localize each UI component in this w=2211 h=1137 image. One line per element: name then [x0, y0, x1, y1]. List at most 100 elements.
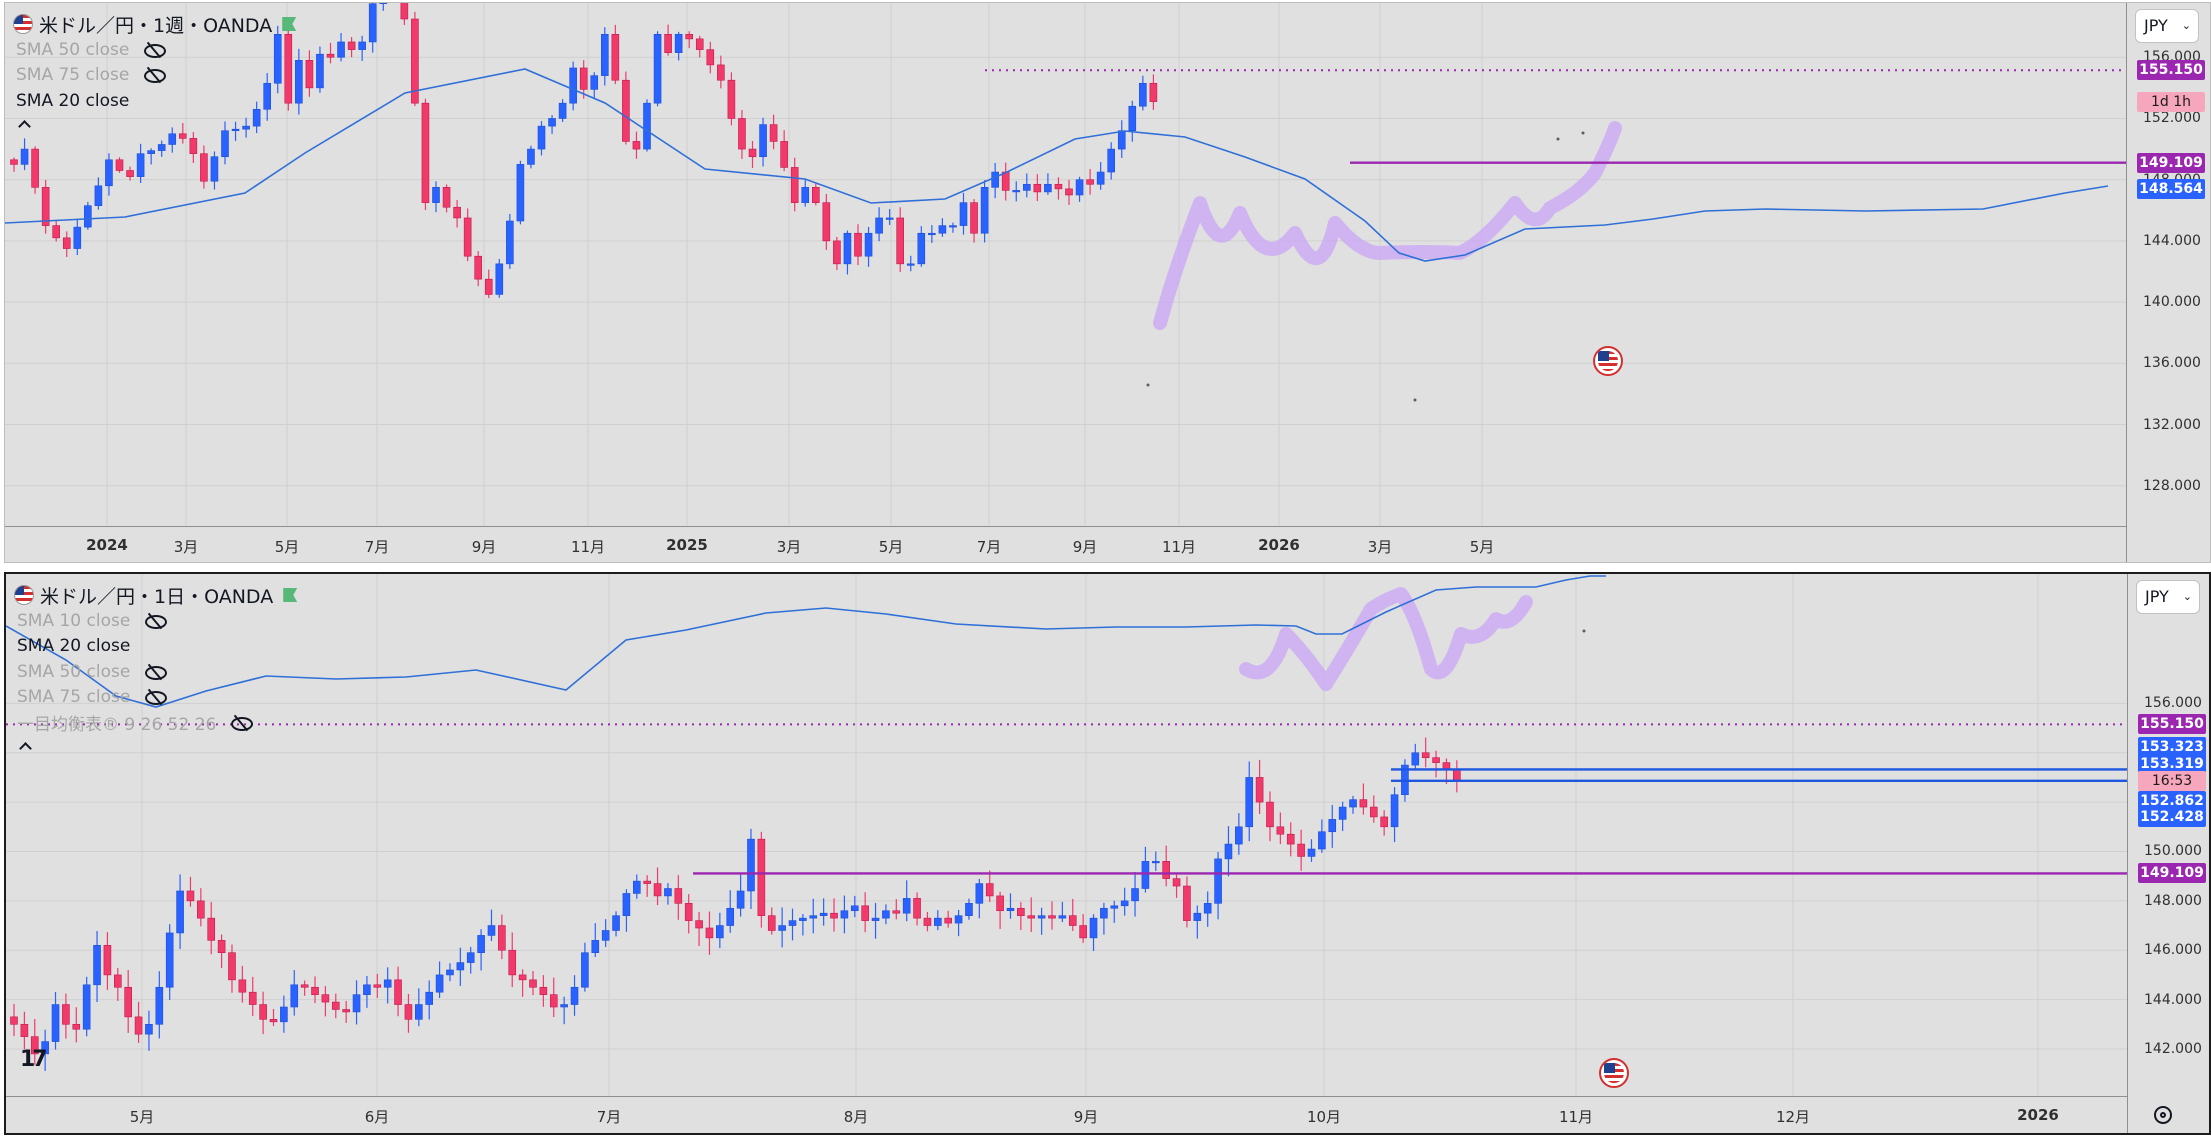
candle-body — [727, 79, 736, 119]
candle-body — [316, 53, 324, 89]
daily-time-axis[interactable]: 5月 6月 7月 8月 9月 10月 11月 12月 2026 — [6, 1096, 2172, 1133]
candle-body — [176, 890, 184, 934]
candle-body — [155, 986, 164, 1025]
candle-body — [934, 917, 942, 926]
eye-off-icon[interactable] — [143, 67, 167, 84]
candle-body — [664, 888, 672, 897]
indicator-sma20-weekly[interactable]: SMA 20 close — [13, 88, 296, 114]
indicator-sma75-weekly[interactable]: SMA 75 close — [13, 63, 296, 89]
candle-body — [73, 226, 82, 249]
indicator-sma50-daily[interactable]: SMA 50 close — [14, 659, 297, 685]
candle-body — [242, 125, 250, 130]
price-tick-label: 150.000 — [2144, 843, 2202, 860]
weekly-price-scale[interactable]: JPY ⌄ 156.000152.000148.000144.000140.00… — [2127, 3, 2210, 526]
weekly-time-axis[interactable]: 2024 3月 5月 7月 9月 11月 2025 3月 5月 7月 9月 11月 2026 3月 5月 — [5, 526, 2127, 562]
candle-body — [850, 905, 859, 912]
eye-off-icon[interactable] — [230, 715, 254, 731]
candle-body — [179, 133, 187, 139]
candle-body — [1107, 148, 1115, 173]
collapse-legend-icon[interactable] — [20, 740, 30, 750]
daily-chart-pane[interactable]: 米ドル／円・1日・OANDA SMA 10 close SMA 20 close… — [4, 572, 2211, 1135]
daily-title-text: 米ドル／円・1日・OANDA — [40, 585, 274, 608]
indicator-sma75-daily[interactable]: SMA 75 close — [14, 685, 297, 711]
tradingview-logo-icon[interactable]: 17 — [20, 1047, 48, 1072]
candle-body — [269, 1019, 278, 1023]
currency-button[interactable]: JPY ⌄ — [2135, 9, 2199, 43]
price-badge: 149.109 — [2137, 152, 2205, 173]
candle-body — [145, 1023, 153, 1035]
time-label: 11月 — [1558, 1108, 1594, 1126]
candle-body — [168, 133, 177, 145]
weekly-chart-pane[interactable]: 米ドル／円・1週・OANDA SMA 50 close SMA 75 close… — [4, 2, 2211, 563]
candle-body — [548, 118, 556, 127]
us-economic-event-icon[interactable] — [1599, 1058, 1629, 1088]
price-badge: 149.109 — [2138, 863, 2206, 884]
weekly-symbol-title[interactable]: 米ドル／円・1週・OANDA — [13, 11, 297, 37]
settings-gear-icon[interactable] — [2154, 1106, 2172, 1124]
indicator-label: SMA 75 close — [17, 687, 131, 708]
candle-body — [41, 1041, 49, 1055]
candle-body — [622, 893, 631, 916]
candle-body — [1432, 757, 1440, 763]
time-label: 7月 — [596, 1108, 622, 1126]
candle-body — [1224, 843, 1233, 860]
candle-body — [674, 34, 683, 53]
candle-body — [1001, 171, 1010, 191]
candle-body — [896, 217, 905, 265]
indicator-sma50-weekly[interactable]: SMA 50 close — [13, 37, 296, 63]
candle-body — [1286, 833, 1295, 845]
price-badge: 16:53 — [2138, 771, 2206, 792]
price-badge: 148.564 — [2137, 178, 2205, 199]
price-tick-label: 144.000 — [2144, 991, 2202, 1008]
time-label: 8月 — [843, 1108, 869, 1126]
candle-body — [622, 79, 630, 142]
candle-body — [1096, 171, 1105, 185]
marker-dot — [1582, 629, 1586, 633]
candle-body — [1172, 878, 1181, 887]
candle-body — [923, 917, 932, 926]
currency-label: JPY — [2144, 16, 2168, 35]
candle-body — [653, 883, 662, 897]
candle-body — [1086, 179, 1094, 185]
daily-price-scale[interactable]: JPY ⌄ 156.000154.000152.000150.000148.00… — [2128, 574, 2209, 1096]
candle-body — [1044, 183, 1052, 193]
daily-symbol-title[interactable]: 米ドル／円・1日・OANDA — [14, 582, 298, 608]
candle-body — [747, 838, 755, 892]
candle-body — [1162, 861, 1170, 879]
candle-body — [197, 900, 205, 919]
weekly-plot-area[interactable]: 米ドル／円・1週・OANDA SMA 50 close SMA 75 close… — [5, 3, 2127, 526]
daily-plot-area[interactable]: 米ドル／円・1日・OANDA SMA 10 close SMA 20 close… — [6, 574, 2128, 1096]
price-tick-label: 140.000 — [2143, 294, 2201, 311]
eye-off-icon[interactable] — [143, 42, 167, 58]
currency-button[interactable]: JPY ⌄ — [2136, 580, 2200, 614]
eye-off-icon[interactable] — [144, 664, 168, 680]
candle-body — [913, 898, 921, 919]
indicator-ichimoku-daily[interactable]: 一目均衡表® 9 26 52 26 — [14, 710, 297, 736]
candle-body — [529, 979, 537, 988]
candle-body — [840, 910, 849, 919]
highlight-stroke — [1239, 587, 1533, 691]
candle-body — [871, 917, 880, 921]
candle-body — [82, 984, 91, 1030]
indicator-sma20-daily[interactable]: SMA 20 close — [14, 634, 297, 660]
eye-off-icon[interactable] — [144, 689, 168, 706]
candle-body — [248, 991, 257, 1005]
candle-body — [579, 67, 588, 90]
candle-body — [527, 148, 535, 165]
candle-body — [421, 102, 430, 203]
candle-body — [612, 915, 620, 931]
price-tick-label: 156.000 — [2144, 695, 2202, 712]
candle-body — [20, 1023, 29, 1037]
indicator-sma10-daily[interactable]: SMA 10 close — [14, 608, 297, 634]
marker-dot — [1556, 137, 1560, 141]
candle-body — [373, 984, 382, 988]
candle-body — [843, 232, 852, 265]
collapse-legend-icon[interactable] — [19, 118, 29, 128]
candle-body — [1131, 888, 1139, 902]
candle-body — [1390, 794, 1399, 828]
candle-body — [954, 915, 963, 924]
us-economic-event-icon[interactable] — [1593, 346, 1623, 376]
candle-body — [1421, 752, 1430, 758]
candle-body — [590, 75, 599, 90]
eye-off-icon[interactable] — [144, 613, 168, 629]
